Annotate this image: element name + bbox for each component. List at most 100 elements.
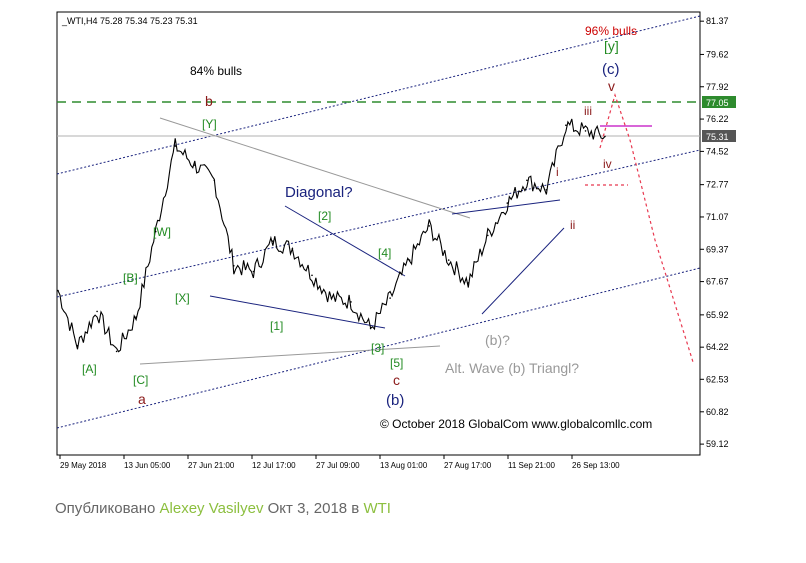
author-link[interactable]: Alexey Vasilyev (159, 500, 264, 517)
y-tick-label: 74.52 (706, 146, 729, 156)
label-ii: ii (570, 218, 575, 232)
label-iii: iii (584, 104, 592, 118)
x-tick-label: 27 Jun 21:00 (188, 461, 235, 470)
x-tick-label: 29 May 2018 (60, 461, 107, 470)
y-tick-label: 67.67 (706, 277, 729, 287)
footer-date: Окт 3, 2018 в (267, 500, 360, 517)
price-point (76, 344, 79, 347)
triangle-upper-line (451, 199, 561, 215)
label-A: [A] (82, 362, 97, 376)
projection-lines (585, 92, 694, 363)
y-tick-label: 81.37 (706, 16, 729, 26)
y-tick-label: 59.12 (706, 439, 729, 449)
label-84-bulls: 84% bulls (190, 64, 242, 78)
label-X: [X] (175, 291, 190, 305)
pattern-lines (209, 199, 565, 329)
y-tick-label: 71.07 (706, 212, 729, 222)
price-point (408, 259, 411, 261)
price-point (115, 350, 118, 353)
label-5: [5] (390, 356, 403, 370)
label-b: b (205, 93, 213, 109)
price-badge-level: 77.05 (702, 96, 736, 108)
price-point (447, 259, 450, 261)
label-b-question: (b)? (485, 332, 510, 348)
price-point (584, 130, 587, 132)
diagonal-upper-line (284, 205, 406, 277)
y-tick-label: 76.22 (706, 114, 729, 124)
x-tick-label: 26 Sep 13:00 (572, 461, 620, 470)
y-tick-label: 60.82 (706, 407, 729, 417)
price-layer (57, 118, 606, 353)
price-point (194, 164, 196, 166)
price-point (428, 225, 431, 227)
price-point (96, 310, 98, 313)
y-tick-label: 64.22 (706, 342, 729, 352)
y-tick-label: 69.37 (706, 244, 729, 254)
gray-trendline-top (159, 117, 471, 219)
y-tick-label: 79.62 (706, 49, 729, 59)
price-point (389, 297, 391, 299)
price-point (174, 145, 176, 147)
price-point (369, 327, 372, 330)
y-axis: 81.37 79.62 77.92 76.22 74.52 72.77 71.07 69.37… (700, 16, 729, 449)
price-badge-current-bg (702, 130, 736, 142)
label-alt-wave: Alt. Wave (b) Triangl? (445, 360, 579, 376)
price-badge-level-bg (702, 96, 736, 108)
channel-lower (56, 267, 701, 429)
y-tick-label: 72.77 (706, 180, 729, 190)
price-point (272, 240, 274, 242)
label-diagonal: Diagonal? (285, 184, 353, 201)
price-chart: _WTI,H4 75.28 75.34 75.23 75.31 81.37 79.… (56, 11, 736, 470)
label-3: [3] (371, 341, 384, 355)
label-a: a (138, 391, 146, 407)
symbol-link[interactable]: WTI (363, 500, 391, 517)
label-W: [W] (153, 225, 171, 239)
x-tick-label: 11 Sep 21:00 (508, 461, 556, 470)
annotations: 84% bulls 96% bulls b [Y] [W] [B] [X] [A… (82, 24, 652, 431)
price-point (604, 135, 606, 138)
label-1: [1] (270, 319, 283, 333)
y-tick-label: 62.53 (706, 374, 729, 384)
price-point (57, 289, 59, 292)
label-y-bracket: [y] (604, 38, 619, 54)
footer-prefix: Опубликовано (55, 500, 156, 517)
x-tick-label: 27 Aug 17:00 (444, 461, 492, 470)
projection-path (599, 92, 694, 363)
label-4: [4] (378, 246, 391, 260)
price-point (154, 230, 157, 233)
x-tick-label: 27 Jul 09:00 (316, 461, 360, 470)
label-v: v (608, 78, 615, 94)
label-Y: [Y] (202, 117, 217, 131)
x-tick-label: 13 Jun 05:00 (124, 461, 171, 470)
price-point (467, 282, 470, 284)
label-iv: iv (603, 157, 612, 171)
y-tick-label: 65.92 (706, 310, 729, 320)
label-2: [2] (318, 209, 331, 223)
x-axis: 29 May 2018 13 Jun 05:00 27 Jun 21:00 12 Ju… (59, 455, 620, 470)
y-tick-label: 77.92 (706, 82, 729, 92)
gray-trendline-bottom (139, 345, 441, 365)
price-point (213, 179, 216, 182)
price-badge-level-text: 77.05 (706, 98, 729, 108)
triangle-lower-line (481, 227, 565, 315)
price-point (233, 265, 235, 267)
price-point (350, 301, 352, 303)
price-point (526, 179, 528, 182)
price-badge-current-text: 75.31 (706, 132, 729, 142)
price-point (252, 270, 255, 273)
x-tick-label: 13 Aug 01:00 (380, 461, 428, 470)
label-paren-b: (b) (386, 392, 404, 409)
price-line (57, 118, 606, 353)
label-C: [C] (133, 373, 148, 387)
price-point (135, 316, 137, 318)
price-point (565, 124, 567, 126)
price-point (291, 247, 294, 250)
x-tick-label: 12 Jul 17:00 (252, 461, 296, 470)
diagonal-lower-line (209, 295, 386, 329)
label-paren-c: (c) (602, 61, 620, 78)
price-point (330, 297, 333, 299)
price-point (311, 274, 313, 277)
price-point (506, 202, 509, 204)
label-i: i (556, 165, 559, 179)
publication-footer: Опубликовано Alexey Vasilyev Окт 3, 2018… (55, 500, 391, 517)
